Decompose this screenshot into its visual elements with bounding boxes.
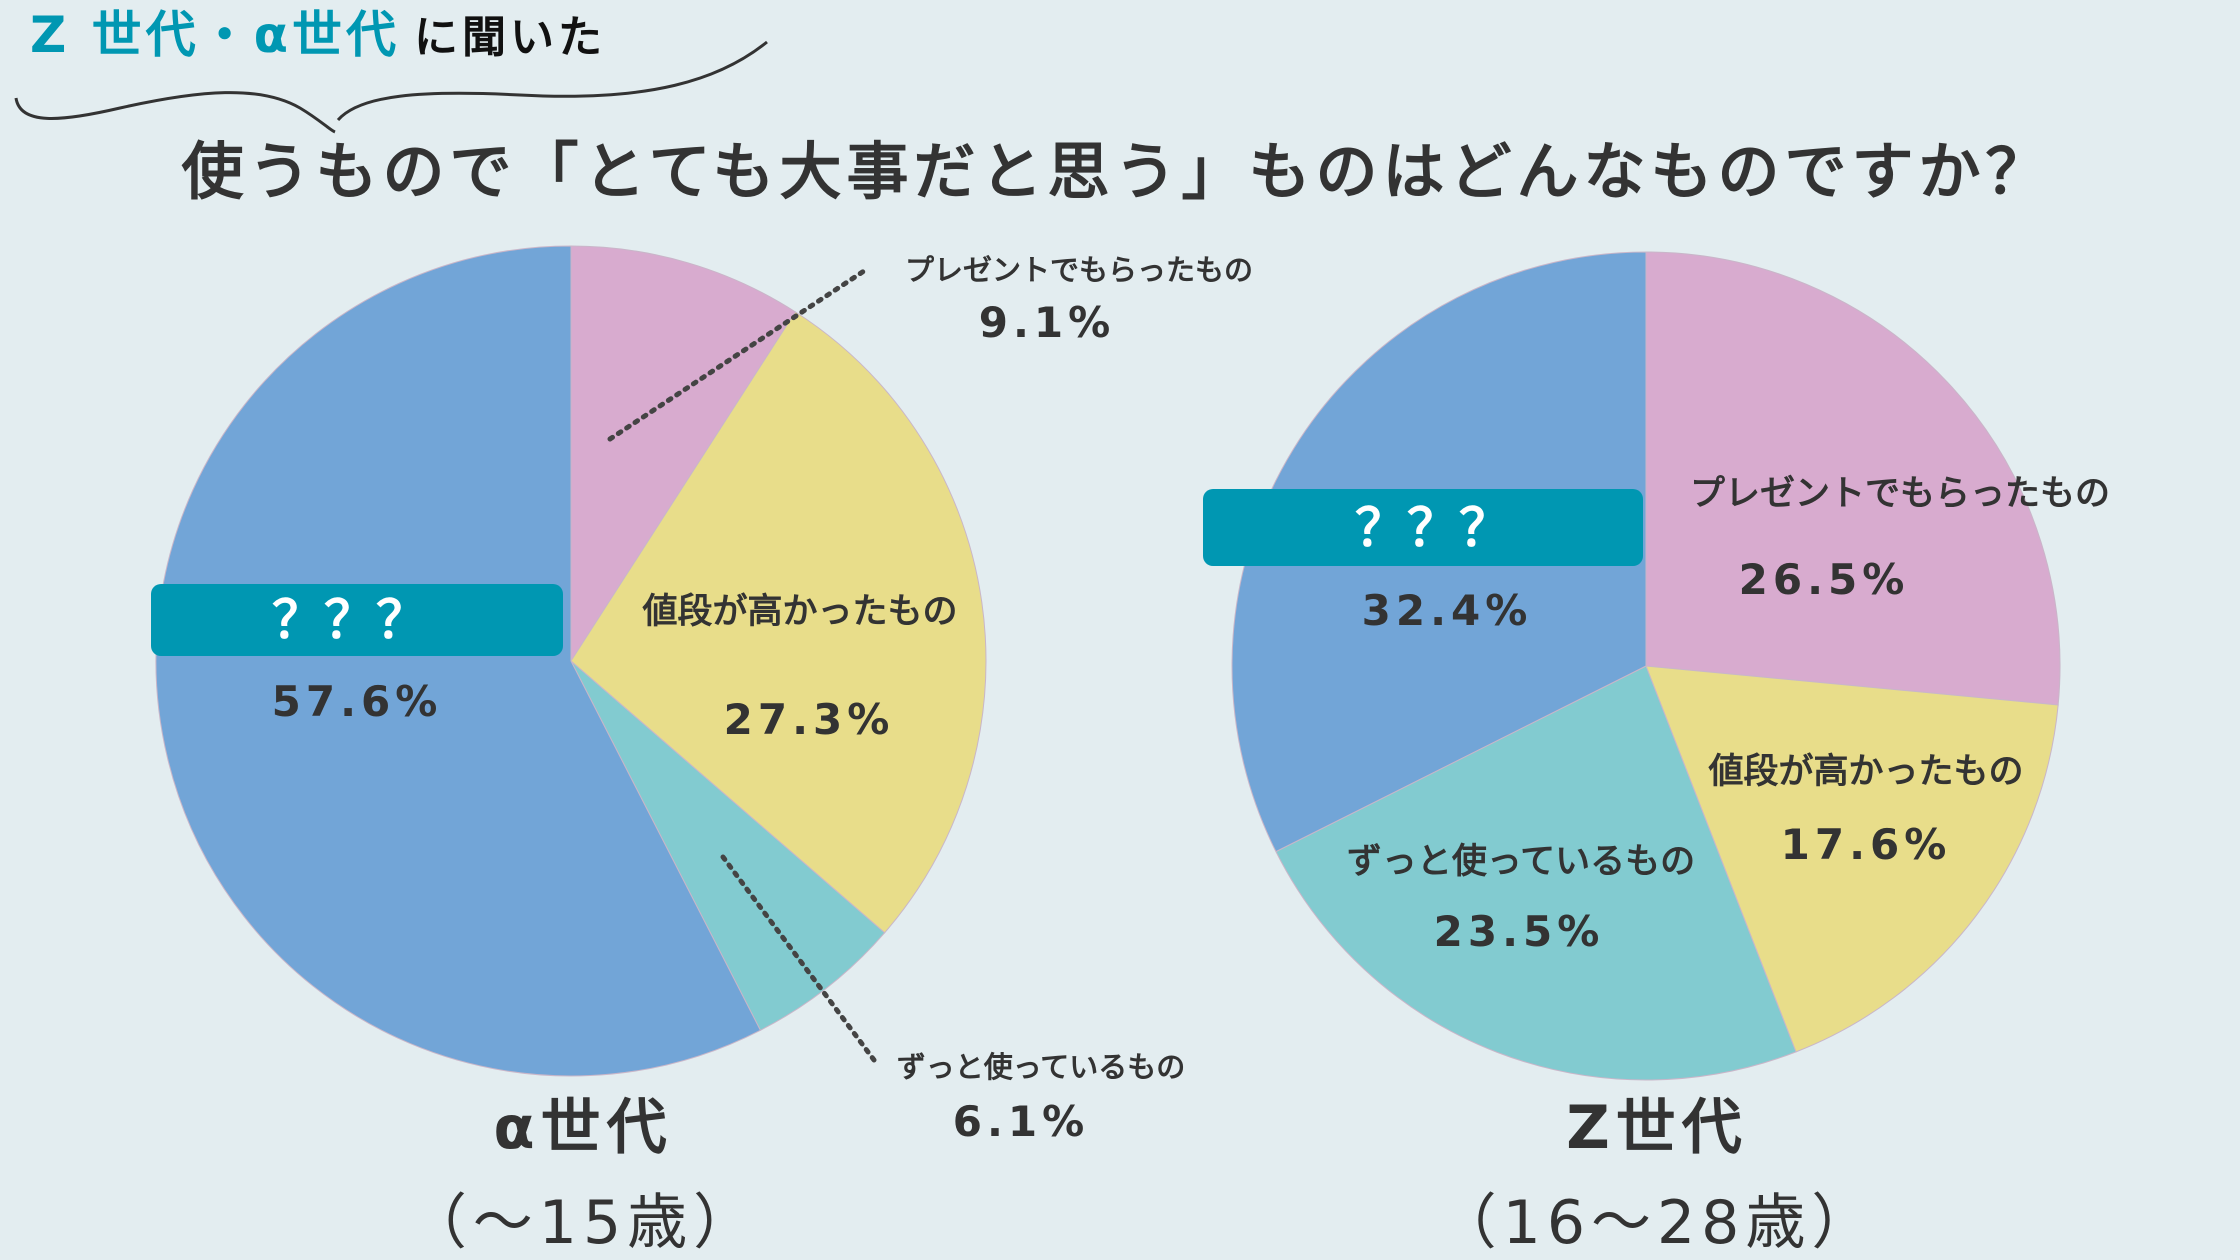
group-z: Z世代 [1566, 1093, 1748, 1163]
chart-title: 使うもので「とても大事だと思う」ものはどんなものですか？ [181, 135, 2052, 208]
pie-slice [1275, 665, 1797, 1081]
value-longuse-z: 23.5% [1434, 907, 1605, 956]
pie-slice [570, 660, 886, 1031]
group-alpha-age: （～15歳） [407, 1188, 759, 1258]
header-tag-plain: に聞いた [414, 12, 606, 63]
value-unknown-z: 32.4% [1362, 586, 1533, 635]
value-longuse-alpha: 6.1% [953, 1097, 1089, 1146]
label-gift-z: プレゼントでもらったもの [1690, 474, 2110, 514]
unknown-label-z: ？？？ [1355, 499, 1511, 559]
value-gift-z: 26.5% [1739, 555, 1910, 604]
pie-slice [1645, 665, 2059, 1053]
pie-slice [1645, 251, 2061, 706]
header-swoosh [14, 40, 768, 134]
pie-alpha [155, 245, 987, 1077]
value-unknown-alpha: 57.6% [272, 677, 443, 726]
header-tag-colored: Z 世代・α世代 [30, 6, 400, 64]
label-price-z: 値段が高かったもの [1707, 751, 2023, 792]
unknown-box-alpha [151, 584, 563, 656]
value-gift-alpha: 9.1% [979, 298, 1115, 347]
unknown-box-z [1203, 489, 1643, 566]
header-tag: Z 世代・α世代 に聞いた [30, 6, 606, 64]
pie-slice [570, 245, 797, 663]
pie-z [1231, 251, 2061, 1081]
label-longuse-z: ずっと使っているもの [1347, 842, 1695, 882]
group-z-age: （16～28歳） [1437, 1188, 1878, 1258]
pie-slice [570, 311, 987, 934]
group-alpha: α世代 [493, 1093, 672, 1163]
leader-line-pink-alpha [607, 268, 867, 442]
unknown-label-alpha: ？？？ [272, 591, 428, 651]
leader-line-teal-alpha [720, 854, 880, 1067]
value-price-z: 17.6% [1781, 820, 1952, 869]
value-price-alpha: 27.3% [724, 695, 895, 744]
label-gift-alpha: プレゼントでもらったもの [905, 253, 1253, 287]
pie-slice [155, 245, 762, 1077]
label-longuse-alpha: ずっと使っているもの [897, 1050, 1186, 1084]
label-price-alpha: 値段が高かったもの [641, 591, 957, 632]
